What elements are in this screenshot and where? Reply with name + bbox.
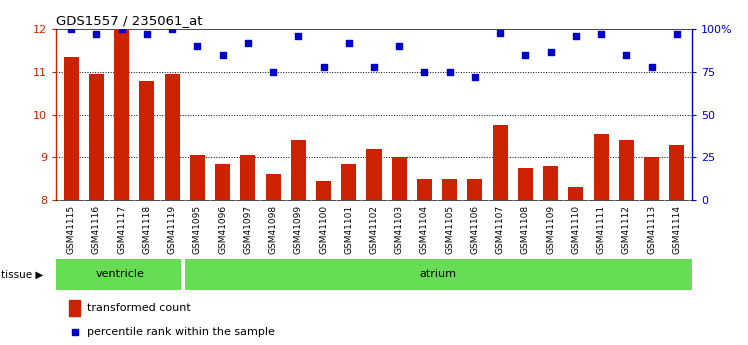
- Bar: [593, 134, 609, 200]
- Bar: [543, 166, 558, 200]
- Point: [444, 69, 456, 75]
- Point: [418, 69, 430, 75]
- Bar: [186, 259, 692, 290]
- Text: GSM41110: GSM41110: [571, 205, 580, 254]
- Point: [595, 32, 607, 37]
- Text: GSM41099: GSM41099: [294, 205, 303, 254]
- Text: ventricle: ventricle: [95, 269, 144, 279]
- Bar: [518, 168, 533, 200]
- Text: GSM41115: GSM41115: [67, 205, 76, 254]
- Point: [217, 52, 229, 58]
- Bar: [165, 74, 180, 200]
- Text: GSM41109: GSM41109: [546, 205, 555, 254]
- Bar: [69, 299, 80, 316]
- Bar: [56, 259, 181, 290]
- Bar: [392, 157, 407, 200]
- Bar: [367, 149, 381, 200]
- Text: GSM41113: GSM41113: [647, 205, 656, 254]
- Point: [469, 75, 481, 80]
- Point: [343, 40, 355, 46]
- Bar: [568, 187, 583, 200]
- Point: [166, 27, 178, 32]
- Bar: [240, 155, 255, 200]
- Text: GSM41098: GSM41098: [269, 205, 278, 254]
- Text: GSM41118: GSM41118: [142, 205, 151, 254]
- Point: [494, 30, 506, 36]
- Bar: [316, 181, 331, 200]
- Bar: [417, 179, 432, 200]
- Point: [91, 32, 102, 37]
- Text: GSM41102: GSM41102: [370, 205, 378, 254]
- Text: GSM41107: GSM41107: [496, 205, 505, 254]
- Point: [65, 27, 77, 32]
- Bar: [669, 145, 684, 200]
- Point: [519, 52, 531, 58]
- Point: [671, 32, 683, 37]
- Bar: [64, 57, 79, 200]
- Text: GSM41104: GSM41104: [420, 205, 429, 254]
- Point: [191, 44, 203, 49]
- Point: [570, 33, 582, 39]
- Bar: [442, 179, 457, 200]
- Bar: [493, 125, 508, 200]
- Text: GSM41095: GSM41095: [193, 205, 202, 254]
- Text: GSM41101: GSM41101: [344, 205, 353, 254]
- Bar: [139, 80, 155, 200]
- Bar: [619, 140, 634, 200]
- Text: GSM41117: GSM41117: [117, 205, 126, 254]
- Text: GDS1557 / 235061_at: GDS1557 / 235061_at: [56, 14, 203, 27]
- Point: [242, 40, 254, 46]
- Text: GSM41108: GSM41108: [521, 205, 530, 254]
- Text: GSM41116: GSM41116: [92, 205, 101, 254]
- Bar: [89, 74, 104, 200]
- Text: GSM41111: GSM41111: [597, 205, 606, 254]
- Point: [116, 27, 128, 32]
- Text: GSM41096: GSM41096: [218, 205, 227, 254]
- Text: tissue ▶: tissue ▶: [1, 269, 44, 279]
- Point: [545, 49, 557, 54]
- Point: [620, 52, 632, 58]
- Bar: [291, 140, 306, 200]
- Text: GSM41106: GSM41106: [470, 205, 479, 254]
- Point: [141, 32, 153, 37]
- Point: [318, 64, 330, 70]
- Text: GSM41114: GSM41114: [672, 205, 681, 254]
- Bar: [114, 29, 129, 200]
- Point: [393, 44, 405, 49]
- Point: [536, 194, 548, 199]
- Point: [368, 64, 380, 70]
- Text: GSM41105: GSM41105: [445, 205, 454, 254]
- Bar: [644, 157, 659, 200]
- Text: GSM41112: GSM41112: [622, 205, 631, 254]
- Text: GSM41100: GSM41100: [319, 205, 328, 254]
- Text: GSM41103: GSM41103: [395, 205, 404, 254]
- Text: percentile rank within the sample: percentile rank within the sample: [87, 327, 275, 337]
- Text: transformed count: transformed count: [87, 303, 191, 313]
- Bar: [266, 175, 280, 200]
- Bar: [341, 164, 356, 200]
- Point: [292, 33, 304, 39]
- Point: [646, 64, 657, 70]
- Bar: [468, 179, 482, 200]
- Text: GSM41119: GSM41119: [168, 205, 177, 254]
- Bar: [215, 164, 230, 200]
- Point: [267, 69, 279, 75]
- Text: GSM41097: GSM41097: [243, 205, 252, 254]
- Bar: [190, 155, 205, 200]
- Text: atrium: atrium: [419, 269, 456, 279]
